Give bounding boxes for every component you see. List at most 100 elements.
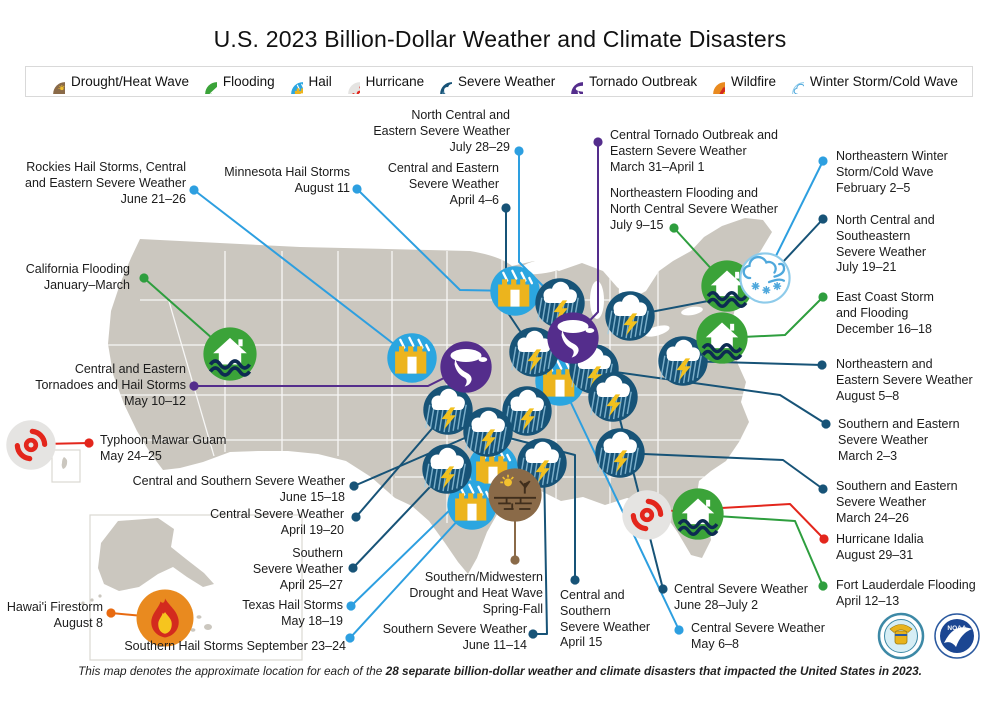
callout-southern-severe-apr25: Southern Severe Weather April 25–27	[252, 546, 343, 592]
winter-icon	[739, 252, 791, 304]
severe-icon	[604, 290, 656, 342]
dot-minnesota-hail	[352, 184, 362, 194]
dot-north-central-eastern	[514, 146, 524, 156]
dot-texas-hail	[346, 601, 356, 611]
dot-ne-winter-storm	[818, 156, 828, 166]
callout-s-e-severe-mar2: Southern and Eastern Severe Weather Marc…	[838, 417, 960, 463]
drought-icon	[487, 467, 543, 523]
legend-label: Hail	[308, 74, 332, 89]
dot-east-coast-storm	[818, 292, 828, 302]
dot-central-tornado	[593, 137, 603, 147]
callout-central-eastern-tornadoes: Central and Eastern Tornadoes and Hail S…	[35, 362, 186, 408]
dot-central-southern-apr15	[570, 575, 580, 585]
connector-southern-hail	[349, 504, 473, 639]
page-title: U.S. 2023 Billion-Dollar Weather and Cli…	[213, 26, 787, 52]
connector-s-e-severe-mar2	[593, 368, 827, 425]
dot-fort-lauderdale	[818, 581, 828, 591]
callout-east-coast-storm: East Coast Storm and Flooding December 1…	[836, 290, 934, 336]
dot-drought-heat-wave	[510, 555, 520, 565]
dot-southern-hail	[345, 633, 355, 643]
dot-central-eastern-tornadoes	[189, 381, 199, 391]
callout-southern-hail: Southern Hail Storms September 23–24	[124, 639, 346, 653]
dot-s-e-severe-mar24	[818, 484, 828, 494]
flood-icon	[202, 326, 258, 382]
severe-icon	[587, 371, 639, 423]
dot-hurricane-idalia	[819, 534, 829, 544]
severe-icon	[462, 406, 514, 458]
legend-label: Tornado Outbreak	[589, 74, 698, 89]
callout-rockies-hail: Rockies Hail Storms, Central and Eastern…	[25, 160, 186, 206]
severe-icon	[594, 427, 646, 479]
dot-typhoon-mawar	[84, 438, 94, 448]
callout-central-tornado: Central Tornado Outbreak and Eastern Sev…	[610, 128, 778, 174]
callout-central-severe-apr19: Central Severe Weather April 19–20	[210, 507, 344, 537]
aleutian-islands	[81, 594, 102, 605]
legend-item-winter: Winter Storm/Cold Wave	[779, 69, 958, 94]
hail-icon	[489, 265, 541, 317]
hurricane-icon	[6, 420, 55, 469]
callout-central-eastern-apr: Central and Eastern Severe Weather April…	[387, 161, 499, 207]
dot-central-eastern-apr	[501, 203, 511, 213]
connector-central-southern-apr15	[489, 432, 576, 580]
alaska-landmass	[98, 518, 214, 591]
dot-central-severe-jun28	[658, 584, 668, 594]
flood-icon	[695, 311, 749, 365]
dot-central-southern-jun	[349, 481, 359, 491]
guam-inset	[51, 449, 81, 483]
callout-ne-winter-storm: Northeastern Winter Storm/Cold Wave Febr…	[836, 149, 948, 195]
commerce-seal-logo	[877, 612, 925, 660]
callout-central-severe-may6: Central Severe Weather May 6–8	[691, 621, 825, 651]
legend-item-drought: Drought/Heat Wave	[40, 69, 189, 94]
legend-label: Wildfire	[731, 74, 777, 89]
noaa-logo: NOAA	[934, 613, 980, 659]
callout-central-southern-apr15: Central and Southern Severe Weather Apri…	[560, 588, 651, 650]
legend-label: Flooding	[222, 74, 275, 89]
legend-label: Severe Weather	[457, 74, 556, 89]
legend-item-tornado: Tornado Outbreak	[558, 69, 697, 94]
flood-icon	[671, 487, 725, 541]
dot-california-flooding	[139, 273, 149, 283]
hurricane-icon	[622, 490, 671, 539]
callout-s-e-severe-mar24: Southern and Eastern Severe Weather Marc…	[836, 479, 958, 525]
footer-text-bold: 28 separate billion-dollar weather and c…	[385, 664, 922, 678]
footer-text: This map denotes the approximate locatio…	[78, 664, 386, 678]
callout-fort-lauderdale: Fort Lauderdale Flooding April 12–13	[836, 578, 976, 608]
callout-northeastern-flooding: Northeastern Flooding and North Central …	[610, 186, 778, 232]
tornado-icon	[547, 312, 599, 364]
guam-island	[61, 457, 68, 469]
legend-item-wildfire: Wildfire	[700, 69, 776, 94]
callout-typhoon-mawar: Typhoon Mawar Guam May 24–25	[100, 433, 227, 463]
connector-fort-lauderdale	[699, 514, 824, 587]
callout-dots	[84, 137, 831, 643]
legend-label: Drought/Heat Wave	[71, 74, 190, 89]
callout-drought-heat-wave: Southern/Midwestern Drought and Heat Wav…	[409, 570, 543, 616]
connector-rockies-hail	[193, 189, 413, 359]
callout-central-southern-jun: Central and Southern Severe Weather June…	[132, 474, 345, 504]
legend-label: Hurricane	[365, 74, 425, 89]
legend-label: Winter Storm/Cold Wave	[809, 74, 958, 89]
dot-s-e-severe-mar2	[821, 419, 831, 429]
svg-text:NOAA: NOAA	[947, 625, 966, 632]
wildfire-icon	[136, 589, 194, 647]
legend-item-hurricane: Hurricane	[335, 69, 425, 94]
dot-northeastern-flooding	[669, 223, 679, 233]
callout-minnesota-hail: Minnesota Hail Storms August 11	[224, 165, 350, 195]
callout-hurricane-idalia: Hurricane Idalia August 29–31	[836, 532, 924, 562]
footer-note: This map denotes the approximate locatio…	[0, 664, 1000, 678]
connector-s-e-severe-mar24	[619, 452, 824, 490]
legend-item-flood: Flooding	[192, 69, 275, 94]
dot-central-severe-may6	[674, 625, 684, 635]
callout-texas-hail: Texas Hail Storms May 18–19	[242, 598, 343, 628]
callout-hawaii-firestorm: Hawai'i Firestorm August 8	[6, 600, 103, 630]
legend: Drought/Heat Wave Flooding Hail Hurricane Se…	[25, 66, 973, 97]
hail-icon	[386, 332, 438, 384]
legend-item-severe: Severe Weather	[427, 69, 555, 94]
severe-icon	[421, 443, 473, 495]
tornado-icon	[440, 341, 492, 393]
dot-central-severe-apr19	[351, 512, 361, 522]
dot-nc-se-severe	[818, 214, 828, 224]
legend-item-hail: Hail	[278, 69, 332, 94]
callout-central-severe-jun28: Central Severe Weather June 28–July 2	[674, 582, 808, 612]
